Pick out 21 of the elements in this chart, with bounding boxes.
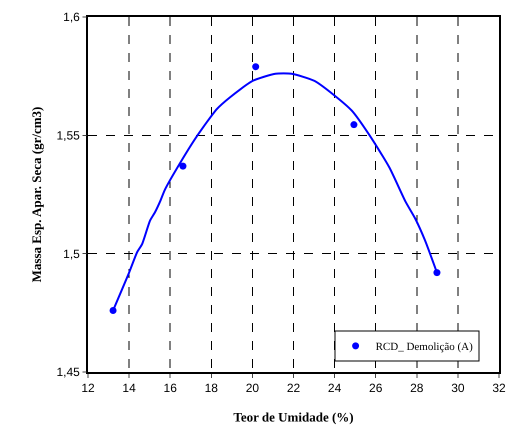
x-tick-label: 30 <box>451 381 465 396</box>
legend-label: RCD_ Demolição (A) <box>376 341 474 354</box>
y-tick-label: 1,6 <box>63 10 80 24</box>
x-tick-label: 20 <box>246 381 260 396</box>
y-tick-label: 1,55 <box>56 128 80 143</box>
point <box>252 63 260 70</box>
point <box>179 162 186 170</box>
x-axis-title: Teor de Umidade (%) <box>233 409 354 424</box>
x-tick-label: 16 <box>164 381 178 396</box>
x-tick-label: 26 <box>369 381 383 396</box>
x-tick-label: 22 <box>286 381 300 396</box>
x-tick-label: 28 <box>410 381 424 396</box>
y-axis-title: Massa Esp. Apar. Seca (gr/cm3) <box>28 106 44 282</box>
x-tick-label: 12 <box>81 381 95 396</box>
y-tick-label: 1,45 <box>56 365 80 380</box>
x-tick-label: 18 <box>204 381 218 396</box>
x-tick-label: 24 <box>328 381 342 396</box>
x-tick-label: 14 <box>122 381 136 396</box>
x-tick-label: 32 <box>492 381 506 396</box>
point <box>350 121 358 128</box>
y-tick-label: 1,5 <box>63 246 80 261</box>
